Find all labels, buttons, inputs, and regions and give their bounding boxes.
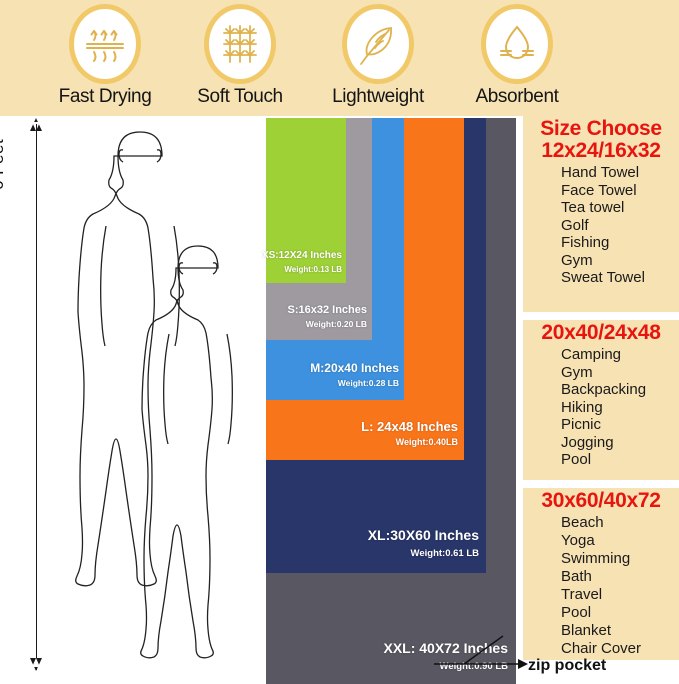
scale-arrow-down-icon — [30, 658, 42, 671]
list-item: Bath — [561, 568, 592, 586]
panel-size-range: 20x40/24x48 — [541, 321, 661, 344]
panel-size-range: 12x24/16x32 — [541, 139, 661, 163]
list-item: Swimming — [561, 550, 631, 568]
woven-mesh-icon — [204, 4, 276, 84]
size-panel-small: Size Choose 12x24/16x32 Hand Towel Face … — [523, 116, 679, 312]
list-item: Chair Cover — [561, 640, 642, 658]
feature-header-band: Fast Drying Soft Touch — [0, 0, 679, 116]
list-item: Sweat Towel — [561, 269, 645, 287]
size-block-label: M:20x40 Inches — [310, 361, 399, 375]
list-item: Face Towel — [561, 181, 637, 199]
list-item: Golf — [561, 216, 589, 234]
feature-soft-touch: Soft Touch — [160, 4, 320, 108]
heat-waves-icon — [69, 4, 141, 84]
list-item: Camping — [561, 346, 622, 364]
feature-label: Fast Drying — [58, 86, 152, 107]
size-block-label: XS:12X24 Inches — [261, 250, 342, 261]
list-item: Fishing — [561, 234, 610, 252]
feature-absorbent: Absorbent — [437, 4, 597, 108]
feature-lightweight: Lightweight — [298, 4, 458, 108]
list-item: Hiking — [561, 398, 603, 416]
zip-pocket-callout: zip pocket — [430, 630, 679, 684]
size-block-weight: Weight:0.40LB — [395, 437, 458, 447]
size-block-label: S:16x32 Inches — [287, 304, 368, 316]
list-item: Gym — [561, 363, 593, 381]
list-item: Pool — [561, 451, 592, 469]
list-item: Gym — [561, 251, 593, 269]
size-panel-medium: 20x40/24x48 Camping Gym Backpacking Hiki… — [523, 320, 679, 480]
panel-heading: Size Choose — [540, 117, 662, 140]
list-item: Hand Towel — [561, 164, 640, 182]
scale-line — [36, 124, 37, 670]
size-block-weight: Weight:0.61 LB — [410, 548, 479, 559]
list-item: Picnic — [561, 416, 602, 434]
list-item: Beach — [561, 514, 604, 532]
size-block-label: L: 24x48 Inches — [361, 419, 458, 434]
water-drop-icon — [481, 4, 553, 84]
size-block-weight: Weight:0.13 LB — [284, 265, 342, 274]
list-item: Yoga — [561, 532, 595, 550]
panel-size-range: 30x60/40x72 — [541, 489, 661, 512]
size-block-label: XL:30X60 Inches — [367, 527, 479, 543]
list-item: Jogging — [561, 433, 614, 451]
feature-label: Soft Touch — [197, 86, 283, 107]
feature-fast-drying: Fast Drying — [25, 4, 185, 108]
list-item: Travel — [561, 586, 603, 604]
list-item: Blanket — [561, 622, 612, 640]
list-item: Backpacking — [561, 381, 647, 399]
feature-label: Absorbent — [475, 86, 559, 107]
size-block-weight: Weight:0.20 LB — [305, 319, 367, 329]
size-block-weight: Weight:0.28 LB — [337, 378, 399, 388]
list-item: Pool — [561, 604, 592, 622]
panel-use-list: Camping Gym Backpacking Hiking Picnic Jo… — [523, 346, 679, 469]
panel-use-list: Hand Towel Face Towel Tea towel Golf Fis… — [523, 164, 679, 287]
feather-icon — [342, 4, 414, 84]
panel-use-list: Beach Yoga Swimming Bath Travel Pool Bla… — [523, 514, 679, 658]
list-item: Tea towel — [561, 199, 625, 217]
human-silhouettes — [55, 122, 265, 670]
feature-label: Lightweight — [332, 86, 424, 107]
size-panel-large: 30x60/40x72 Beach Yoga Swimming Bath Tra… — [523, 488, 679, 660]
zip-pocket-label: zip pocket — [528, 657, 607, 674]
size-block-xs[interactable]: XS:12X24 Inches Weight:0.13 LB — [262, 118, 346, 283]
